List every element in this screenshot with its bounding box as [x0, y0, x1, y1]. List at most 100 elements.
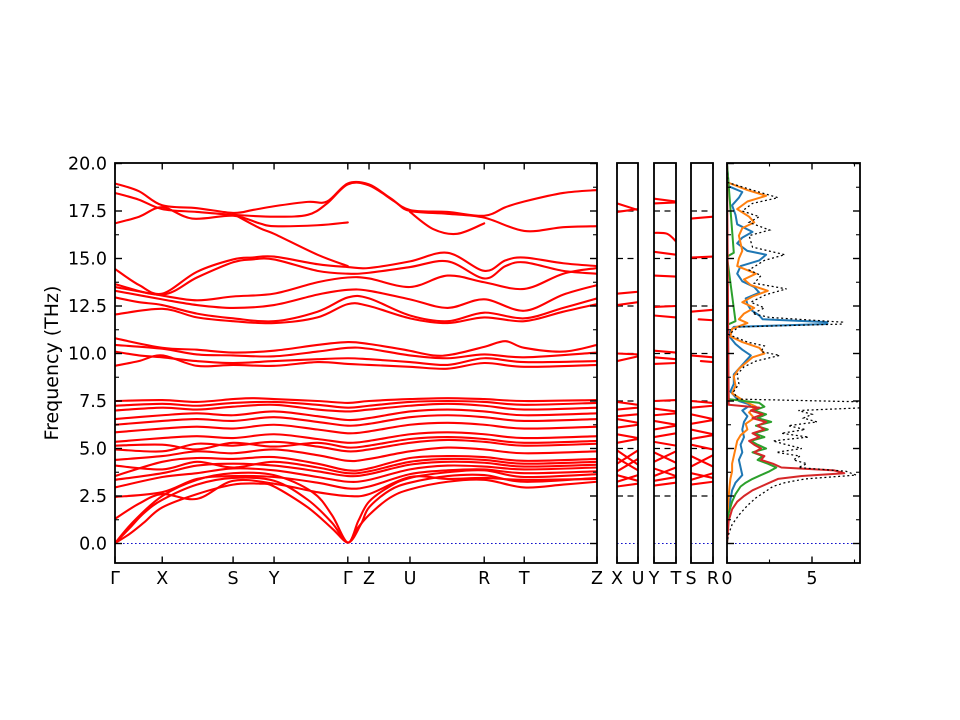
panel-spine [616, 162, 639, 564]
y-tick-label: 10.0 [68, 345, 107, 365]
phonon-band-segment [699, 360, 713, 364]
panel-spine [114, 162, 598, 564]
phonon-band-segment [691, 255, 713, 259]
phonon-band-segment [691, 308, 713, 313]
phonon-band [115, 257, 597, 296]
phonon-band-segment [691, 404, 713, 409]
phonon-band-segment [691, 480, 713, 486]
phonon-band [115, 206, 349, 228]
phonon-band-segment [654, 197, 676, 203]
phonon-band-segment [617, 437, 638, 444]
phonon-band-segment [654, 419, 676, 426]
segment-start-label: X [611, 569, 623, 589]
phonon-band-segment [654, 412, 676, 417]
phonon-band-segment [617, 418, 638, 424]
phonon-band [115, 473, 597, 545]
phonon-band-segment [617, 208, 638, 213]
phonon-band-segment [617, 482, 638, 488]
phonon-band [408, 210, 486, 236]
phonon-band-segment [691, 413, 713, 421]
phonon-band [115, 460, 597, 481]
phonon-band [232, 212, 349, 268]
phonon-band-segment [617, 474, 638, 483]
kpoint-label: Y [268, 569, 280, 589]
y-tick-label: 15.0 [68, 250, 107, 270]
y-tick-label: 0.0 [79, 535, 107, 555]
phonon-band [115, 431, 597, 444]
dos-curve-3 [727, 163, 846, 544]
phonon-band-segment [654, 475, 676, 482]
y-tick-label: 2.5 [79, 487, 107, 507]
phonon-band-segment [617, 433, 638, 440]
phonon-band-segment [654, 201, 676, 205]
phonon-band-segment [617, 413, 638, 418]
kpoint-label: R [478, 569, 490, 589]
dos-total-dotted-curve [727, 163, 860, 544]
phonon-band-segment [617, 355, 638, 363]
kpoint-label: Γ [110, 569, 120, 589]
phonon-band [115, 478, 597, 545]
phonon-band-segment [654, 450, 676, 463]
phonon-band-segment [691, 472, 713, 481]
phonon-band [115, 468, 597, 498]
phonon-band [115, 421, 597, 435]
kpoint-label: X [156, 569, 168, 589]
segment-end-label: T [670, 569, 682, 589]
phonon-band-segment [617, 352, 638, 356]
panel-spine [653, 162, 677, 564]
phonon-band [115, 408, 597, 422]
phonon-band-segment [617, 290, 638, 295]
phonon-band-segment [654, 481, 676, 487]
phonon-band-segment [691, 399, 713, 404]
phonon-band-segment [617, 457, 638, 473]
phonon-band-segment [617, 301, 638, 307]
segment-panel-content [691, 210, 713, 545]
phonon-band-segment [654, 274, 676, 278]
phonon-band-segment [617, 400, 638, 406]
phonon-band [115, 436, 597, 451]
dos-x-tick-label: 5 [806, 569, 817, 589]
band-panel-content [115, 180, 597, 545]
phonon-band-segment [654, 466, 676, 478]
phonon-band-segment [617, 449, 638, 465]
kpoint-label: Z [591, 569, 603, 589]
axis-labels: 0.02.55.07.510.012.515.017.520.0Γ X S Y Γ Z U R… [68, 155, 818, 590]
phonon-band-segment [654, 399, 676, 403]
phonon-band [115, 337, 597, 357]
phonon-band-segment [691, 434, 713, 441]
y-tick-label: 5.0 [79, 440, 107, 460]
phonon-band-segment [691, 418, 713, 425]
phonon-band-segment [654, 440, 676, 447]
phonon-band-segment [654, 314, 676, 319]
phonon-band [115, 457, 597, 475]
phonon-band [115, 446, 597, 463]
segment-end-label: U [632, 569, 645, 589]
phonon-band [115, 455, 597, 478]
kpoint-label: T [518, 569, 530, 589]
phonon-band [115, 402, 597, 413]
phonon-band [115, 302, 597, 325]
kpoint-label: Z [363, 569, 375, 589]
phonon-band [115, 354, 597, 370]
phonon-band-segment [654, 304, 676, 308]
y-tick-label: 12.5 [68, 297, 107, 317]
phonon-band-segment [617, 423, 638, 429]
phonon-band-segment [654, 250, 676, 256]
phonon-band [115, 284, 597, 312]
dos-x-tick-label: 0 [721, 569, 732, 589]
phonon-band-segment [654, 231, 676, 243]
axes-frame [114, 162, 861, 564]
phonon-band [115, 414, 597, 427]
phonon-band [115, 294, 597, 323]
phonon-band-segment [654, 407, 676, 413]
phonon-band [115, 399, 597, 409]
phonon-band-segment [691, 428, 713, 436]
phonon-band-segment [691, 215, 713, 220]
panel-spine [690, 162, 714, 564]
segment-end-label: R [707, 569, 719, 589]
segment-panel-content [654, 197, 676, 545]
phonon-band-segment [654, 361, 676, 365]
y-tick-label: 20.0 [68, 155, 107, 175]
